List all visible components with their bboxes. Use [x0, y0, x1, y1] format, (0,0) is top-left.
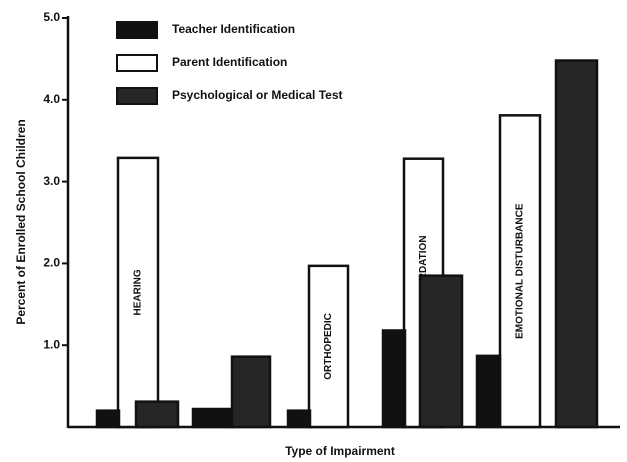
- bar: [475, 354, 502, 429]
- legend-label: Psychological or Medical Test: [172, 88, 343, 102]
- bar: [230, 355, 272, 429]
- x-axis-label: Type of Impairment: [285, 444, 395, 458]
- legend-swatch: [116, 87, 158, 105]
- category-label: HEARING: [133, 269, 144, 315]
- y-tick-label: 2.0: [43, 256, 60, 270]
- y-tick-label: 5.0: [43, 10, 60, 24]
- bar: [381, 329, 407, 429]
- category-label: EMOTIONAL DISTURBANCE: [515, 203, 526, 339]
- y-tick-label: 1.0: [43, 337, 60, 351]
- bar: [191, 407, 235, 429]
- legend-label: Teacher Identification: [172, 22, 295, 36]
- bar: [307, 264, 350, 429]
- legend-swatch: [116, 54, 158, 72]
- y-tick-label: 4.0: [43, 92, 60, 106]
- y-tick-label: 3.0: [43, 174, 60, 188]
- bar: [286, 409, 312, 429]
- bar: [134, 400, 180, 429]
- bar: [418, 274, 464, 429]
- y-axis-label: Percent of Enrolled School Children: [14, 119, 28, 324]
- bar: [498, 114, 542, 429]
- bar: [554, 59, 599, 429]
- legend-label: Parent Identification: [172, 55, 287, 69]
- bar: [95, 409, 121, 429]
- legend-swatch: [116, 21, 158, 39]
- category-label: ORTHOPEDIC: [323, 313, 334, 380]
